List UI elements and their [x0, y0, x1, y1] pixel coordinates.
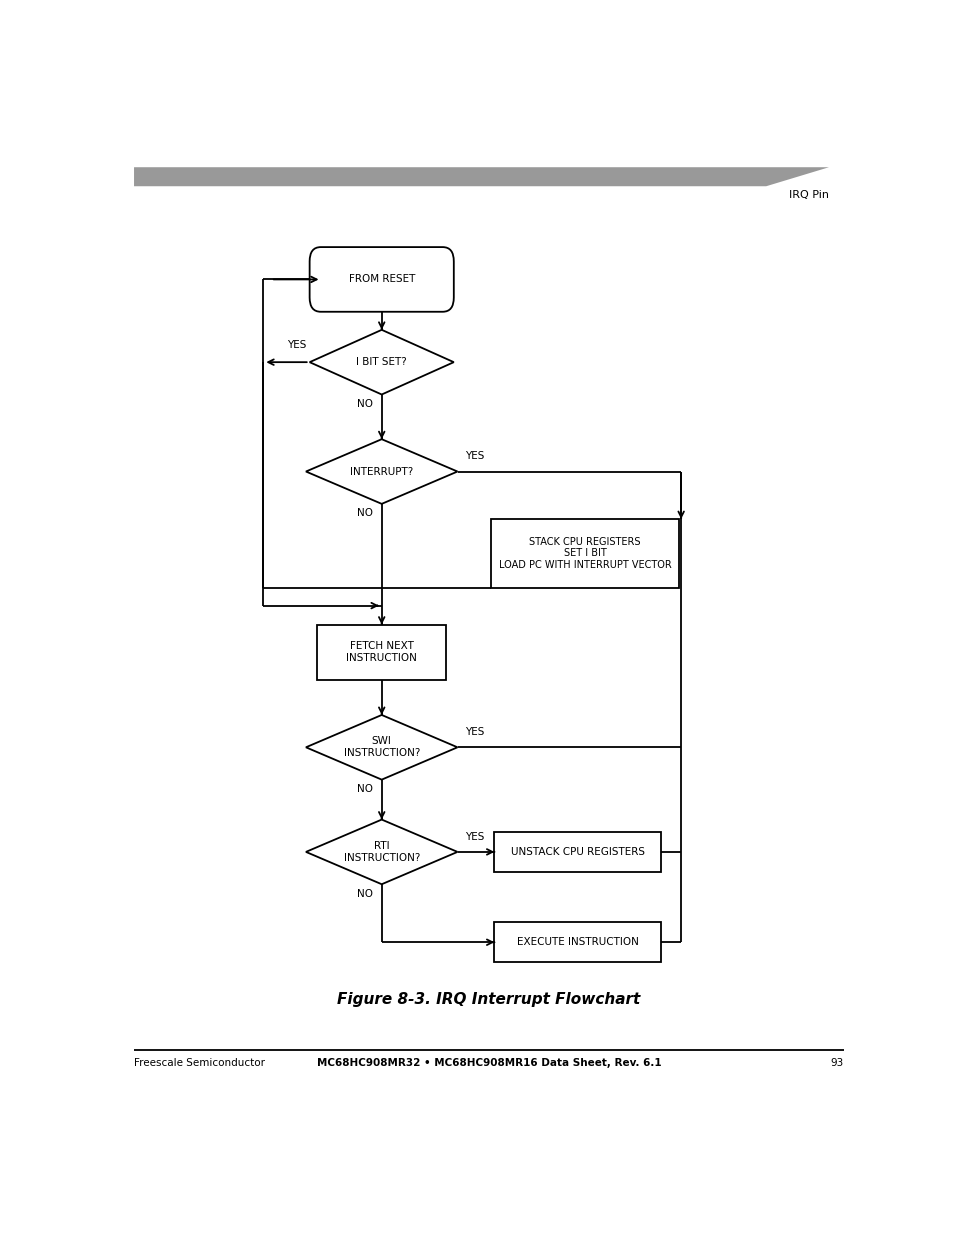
FancyBboxPatch shape	[310, 247, 454, 311]
Text: YES: YES	[464, 451, 484, 462]
Text: FROM RESET: FROM RESET	[348, 274, 415, 284]
Text: NO: NO	[357, 889, 373, 899]
Text: SWI
INSTRUCTION?: SWI INSTRUCTION?	[343, 736, 419, 758]
Text: NO: NO	[357, 784, 373, 794]
Text: Freescale Semiconductor: Freescale Semiconductor	[133, 1058, 265, 1068]
Bar	[316, 625, 446, 679]
Bar	[494, 923, 660, 962]
Text: 93: 93	[830, 1058, 842, 1068]
Text: YES: YES	[464, 831, 484, 842]
Polygon shape	[133, 167, 828, 186]
Text: YES: YES	[286, 340, 306, 350]
Text: I BIT SET?: I BIT SET?	[356, 357, 407, 367]
Polygon shape	[310, 330, 454, 394]
Polygon shape	[306, 715, 457, 779]
Bar	[490, 519, 679, 588]
Polygon shape	[306, 440, 457, 504]
Bar	[494, 832, 660, 872]
Text: RTI
INSTRUCTION?: RTI INSTRUCTION?	[343, 841, 419, 863]
Text: MC68HC908MR32 • MC68HC908MR16 Data Sheet, Rev. 6.1: MC68HC908MR32 • MC68HC908MR16 Data Sheet…	[316, 1058, 660, 1068]
Text: UNSTACK CPU REGISTERS: UNSTACK CPU REGISTERS	[510, 847, 644, 857]
Text: EXECUTE INSTRUCTION: EXECUTE INSTRUCTION	[517, 937, 638, 947]
Polygon shape	[306, 820, 457, 884]
Text: Figure 8-3. IRQ Interrupt Flowchart: Figure 8-3. IRQ Interrupt Flowchart	[337, 992, 639, 1007]
Text: INTERRUPT?: INTERRUPT?	[350, 467, 413, 477]
Text: FETCH NEXT
INSTRUCTION: FETCH NEXT INSTRUCTION	[346, 641, 416, 663]
Text: STACK CPU REGISTERS
SET I BIT
LOAD PC WITH INTERRUPT VECTOR: STACK CPU REGISTERS SET I BIT LOAD PC WI…	[498, 537, 671, 569]
Text: IRQ Pin: IRQ Pin	[788, 190, 828, 200]
Text: NO: NO	[357, 509, 373, 519]
Text: NO: NO	[357, 399, 373, 409]
Text: YES: YES	[464, 727, 484, 737]
